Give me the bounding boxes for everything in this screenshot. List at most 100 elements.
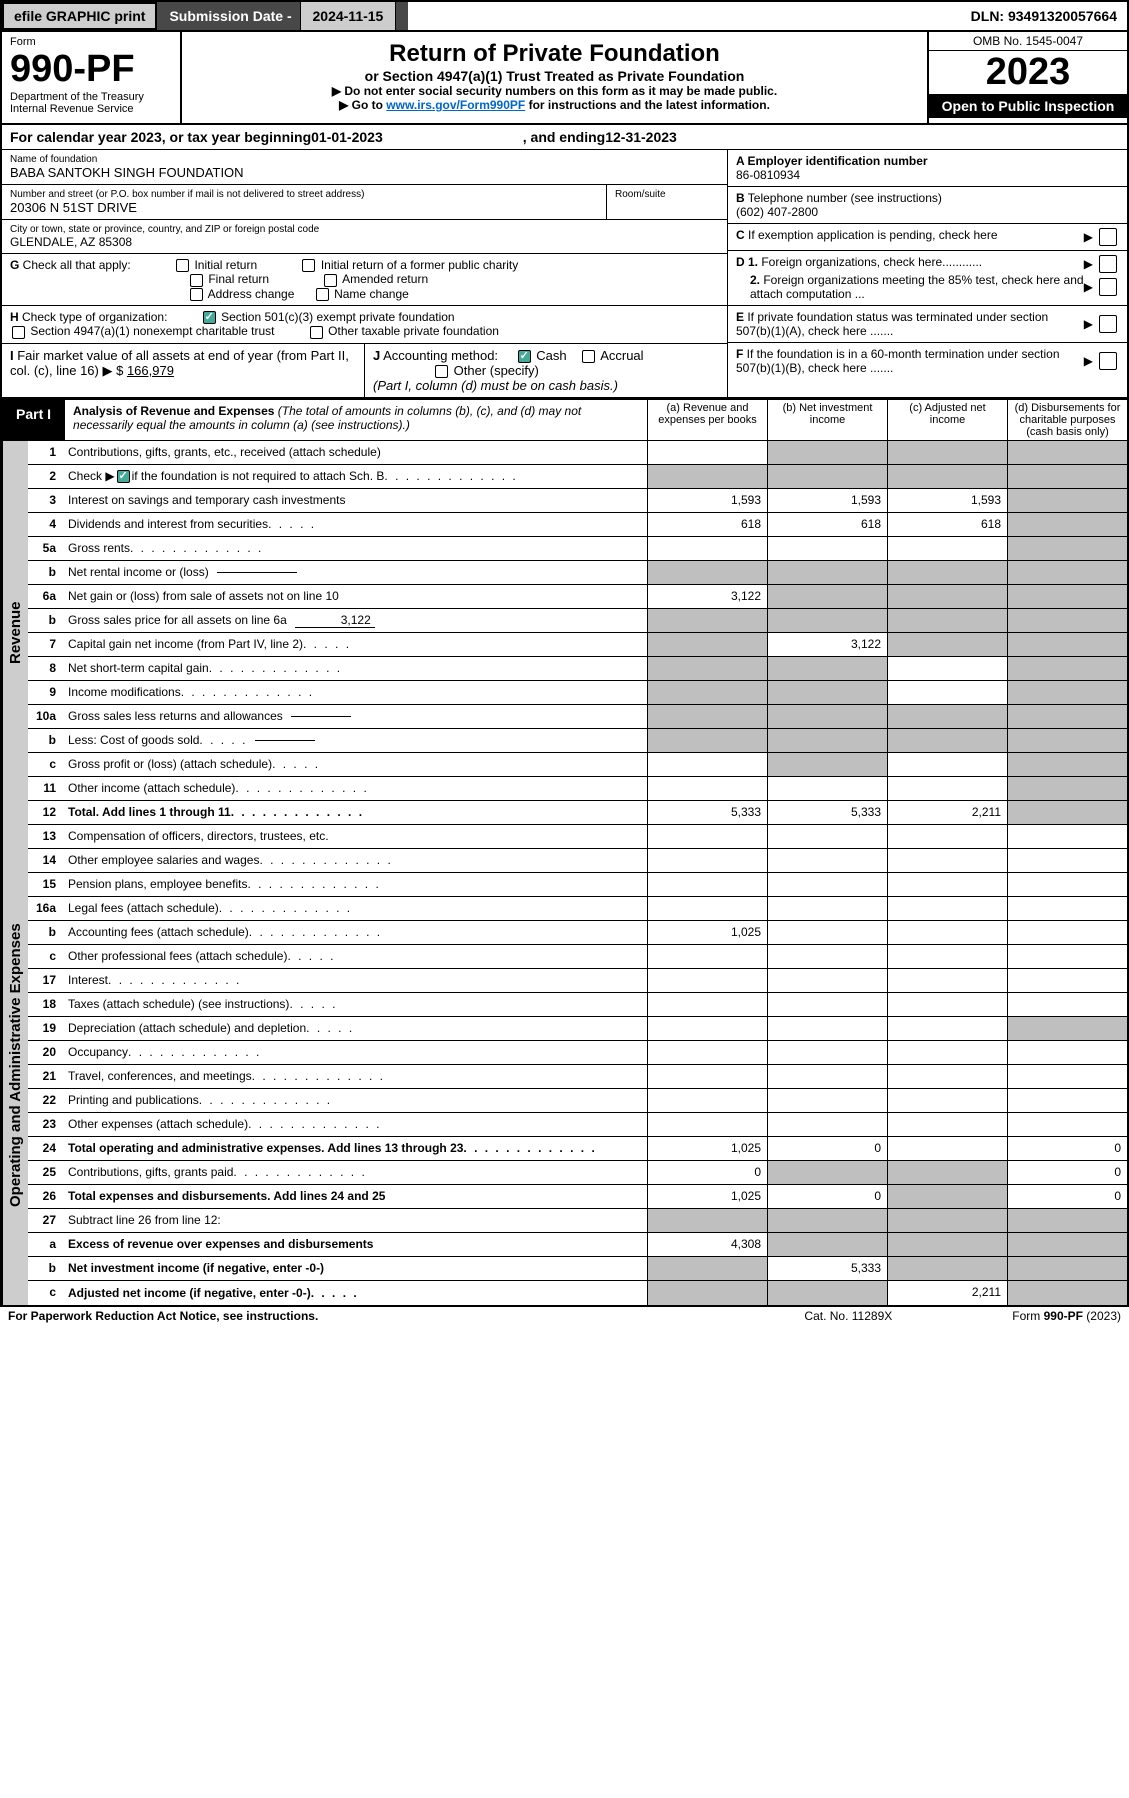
city-state-zip: GLENDALE, AZ 85308 (10, 235, 719, 249)
fmv-value: 166,979 (127, 363, 174, 378)
instruction-1: ▶ Do not enter social security numbers o… (190, 84, 919, 98)
c-text: If exemption application is pending, che… (745, 228, 998, 242)
row-22: 22Printing and publications (28, 1089, 1127, 1113)
row-6b: bGross sales price for all assets on lin… (28, 609, 1127, 633)
omb-number: OMB No. 1545-0047 (929, 32, 1127, 51)
entity-info: Name of foundation BABA SANTOKH SINGH FO… (2, 150, 1127, 398)
d2-text: Foreign organizations meeting the 85% te… (750, 273, 1084, 301)
address-label: Number and street (or P.O. box number if… (10, 189, 598, 200)
row-13: 13Compensation of officers, directors, t… (28, 825, 1127, 849)
i-section: I Fair market value of all assets at end… (2, 344, 365, 397)
checkbox-initial-return[interactable] (176, 259, 189, 272)
part1-header: Part I Analysis of Revenue and Expenses … (2, 398, 1127, 441)
row-16b: bAccounting fees (attach schedule)1,025 (28, 921, 1127, 945)
row-3: 3Interest on savings and temporary cash … (28, 489, 1127, 513)
irs-label: Internal Revenue Service (10, 103, 172, 115)
checkbox-d2[interactable] (1099, 278, 1117, 296)
footer: For Paperwork Reduction Act Notice, see … (0, 1307, 1129, 1325)
row-20: 20Occupancy (28, 1041, 1127, 1065)
row-27a: aExcess of revenue over expenses and dis… (28, 1233, 1127, 1257)
expenses-section: Operating and Administrative Expenses 13… (2, 825, 1127, 1305)
checkbox-name-change[interactable] (316, 288, 329, 301)
row-10b: bLess: Cost of goods sold (28, 729, 1127, 753)
checkbox-amended[interactable] (324, 274, 337, 287)
form-number: 990-PF (10, 48, 172, 91)
phone-value: (602) 407-2800 (736, 205, 818, 219)
row-8: 8Net short-term capital gain (28, 657, 1127, 681)
part1-tag: Part I (2, 400, 65, 440)
row-2: 2Check ▶ if the foundation is not requir… (28, 465, 1127, 489)
open-inspection: Open to Public Inspection (929, 94, 1127, 118)
checkbox-501c3[interactable] (203, 311, 216, 324)
row-10c: cGross profit or (loss) (attach schedule… (28, 753, 1127, 777)
form-header: Form 990-PF Department of the Treasury I… (2, 32, 1127, 125)
row-6a: 6aNet gain or (loss) from sale of assets… (28, 585, 1127, 609)
row-12: 12Total. Add lines 1 through 115,3335,33… (28, 801, 1127, 825)
ein-label: A Employer identification number (736, 154, 928, 168)
checkbox-4947a1[interactable] (12, 326, 25, 339)
form-id-box: Form 990-PF Department of the Treasury I… (2, 32, 182, 123)
row-24: 24Total operating and administrative exp… (28, 1137, 1127, 1161)
foundation-name: BABA SANTOKH SINGH FOUNDATION (10, 165, 719, 180)
checkbox-final-return[interactable] (190, 274, 203, 287)
tax-year: 2023 (929, 51, 1127, 94)
revenue-section: Revenue 1Contributions, gifts, grants, e… (2, 441, 1127, 825)
city-label: City or town, state or province, country… (10, 224, 719, 235)
j-section: J Accounting method: Cash Accrual Other … (365, 344, 727, 397)
dept-treasury: Department of the Treasury (10, 91, 172, 103)
submission-date-label: Submission Date - 2024-11-15 (157, 2, 408, 30)
phone-label: Telephone number (see instructions) (745, 191, 942, 205)
row-5a: 5aGross rents (28, 537, 1127, 561)
dln: DLN: 93491320057664 (961, 4, 1127, 28)
checkbox-cash[interactable] (518, 350, 531, 363)
col-c-header: (c) Adjusted net income (887, 400, 1007, 440)
irs-link[interactable]: www.irs.gov/Form990PF (386, 98, 525, 112)
col-d-header: (d) Disbursements for charitable purpose… (1007, 400, 1127, 440)
row-27b: bNet investment income (if negative, ent… (28, 1257, 1127, 1281)
form-container: efile GRAPHIC print Submission Date - 20… (0, 0, 1129, 1307)
col-a-header: (a) Revenue and expenses per books (647, 400, 767, 440)
row-19: 19Depreciation (attach schedule) and dep… (28, 1017, 1127, 1041)
row-4: 4Dividends and interest from securities6… (28, 513, 1127, 537)
part1-title: Analysis of Revenue and Expenses (The to… (65, 400, 647, 440)
form-subtitle: or Section 4947(a)(1) Trust Treated as P… (190, 68, 919, 84)
row-17: 17Interest (28, 969, 1127, 993)
checkbox-initial-former[interactable] (302, 259, 315, 272)
checkbox-sch-b[interactable] (117, 470, 130, 483)
name-label: Name of foundation (10, 154, 719, 165)
row-1: 1Contributions, gifts, grants, etc., rec… (28, 441, 1127, 465)
row-10a: 10aGross sales less returns and allowanc… (28, 705, 1127, 729)
paperwork-notice: For Paperwork Reduction Act Notice, see … (8, 1309, 318, 1323)
checkbox-accrual[interactable] (582, 350, 595, 363)
checkbox-other-method[interactable] (435, 365, 448, 378)
checkbox-address-change[interactable] (190, 288, 203, 301)
checkbox-other-taxable[interactable] (310, 326, 323, 339)
checkbox-f[interactable] (1099, 352, 1117, 370)
e-text: If private foundation status was termina… (736, 310, 1048, 338)
efile-print-button[interactable]: efile GRAPHIC print (2, 2, 157, 30)
checkbox-e[interactable] (1099, 315, 1117, 333)
row-25: 25Contributions, gifts, grants paid00 (28, 1161, 1127, 1185)
row-21: 21Travel, conferences, and meetings (28, 1065, 1127, 1089)
row-18: 18Taxes (attach schedule) (see instructi… (28, 993, 1127, 1017)
catalog-number: Cat. No. 11289X (804, 1309, 892, 1323)
row-14: 14Other employee salaries and wages (28, 849, 1127, 873)
title-box: Return of Private Foundation or Section … (182, 32, 927, 123)
submission-date-value: 2024-11-15 (300, 1, 397, 31)
row-15: 15Pension plans, employee benefits (28, 873, 1127, 897)
f-text: If the foundation is in a 60-month termi… (736, 347, 1060, 375)
row-7: 7Capital gain net income (from Part IV, … (28, 633, 1127, 657)
header-bar: efile GRAPHIC print Submission Date - 20… (2, 2, 1127, 32)
row-5b: bNet rental income or (loss) (28, 561, 1127, 585)
street-address: 20306 N 51ST DRIVE (10, 200, 598, 215)
calendar-year-row: For calendar year 2023, or tax year begi… (2, 125, 1127, 150)
h-section: H Check type of organization: Section 50… (2, 306, 727, 344)
row-27: 27Subtract line 26 from line 12: (28, 1209, 1127, 1233)
checkbox-d1[interactable] (1099, 255, 1117, 273)
row-27c: cAdjusted net income (if negative, enter… (28, 1281, 1127, 1305)
row-11: 11Other income (attach schedule) (28, 777, 1127, 801)
form-title: Return of Private Foundation (190, 40, 919, 68)
ein-value: 86-0810934 (736, 168, 800, 182)
year-box: OMB No. 1545-0047 2023 Open to Public In… (927, 32, 1127, 123)
checkbox-c[interactable] (1099, 228, 1117, 246)
